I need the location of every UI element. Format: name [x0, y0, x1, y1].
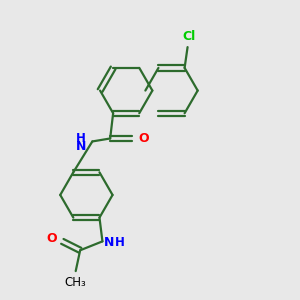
- Text: N: N: [75, 140, 86, 153]
- Text: O: O: [138, 132, 149, 145]
- Text: H: H: [76, 132, 86, 145]
- Text: N: N: [104, 236, 114, 249]
- Text: O: O: [46, 232, 57, 245]
- Text: Cl: Cl: [182, 30, 196, 43]
- Text: CH₃: CH₃: [65, 276, 87, 290]
- Text: H: H: [115, 236, 125, 249]
